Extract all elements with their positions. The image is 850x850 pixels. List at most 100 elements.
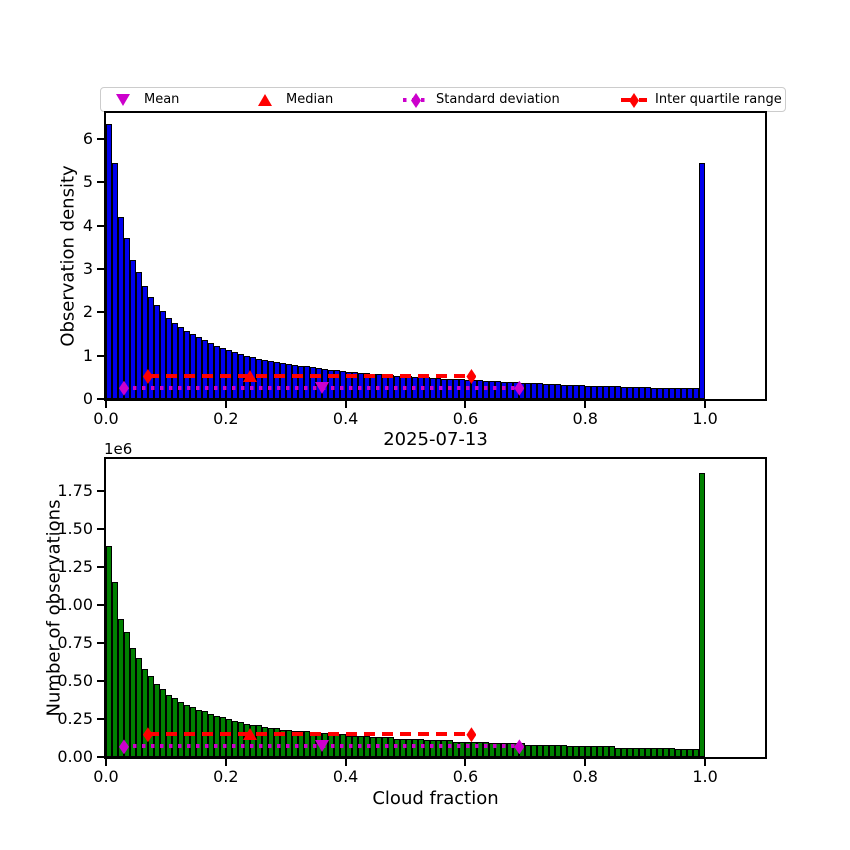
- histogram-bar: [465, 742, 471, 757]
- histogram-bar: [436, 740, 441, 757]
- histogram-bar: [118, 217, 124, 399]
- histogram-bar: [579, 385, 585, 399]
- iqr-right-diamond-icon: [466, 369, 477, 385]
- x-tick-label: 0.0: [93, 409, 119, 428]
- histogram-bar: [220, 717, 226, 757]
- y-tick-label: 0.75: [57, 632, 93, 652]
- median-legend-marker-icon: [258, 94, 272, 106]
- histogram-bar: [543, 745, 549, 757]
- histogram-bar: [447, 740, 453, 757]
- x-tick-label: 0.6: [452, 409, 479, 428]
- histogram-bar: [178, 702, 184, 757]
- x-axis-label-cloud-fraction: Cloud fraction: [372, 788, 499, 809]
- histogram-bar: [621, 387, 627, 399]
- histogram-bar: [352, 372, 358, 399]
- histogram-bar: [130, 648, 136, 757]
- histogram-bar: [621, 748, 627, 757]
- histogram-bar: [172, 698, 178, 757]
- x-tick-label: 0.4: [332, 767, 359, 786]
- std-deviation-left-diamond-icon: [118, 380, 129, 396]
- histogram-bar: [507, 743, 513, 757]
- histogram-bar: [148, 297, 154, 399]
- iqr-left-diamond-icon: [142, 727, 153, 743]
- mean-marker-icon: [314, 381, 329, 394]
- y-tick: [97, 565, 104, 568]
- histogram-bar: [459, 742, 465, 757]
- histogram-bar: [268, 728, 274, 757]
- histogram-bar: [579, 746, 585, 757]
- histogram-bar: [268, 361, 274, 399]
- histogram-bar: [561, 385, 567, 399]
- histogram-bar: [136, 272, 142, 399]
- standard-deviation-legend-marker-icon: [411, 93, 421, 108]
- histogram-bar: [220, 348, 226, 399]
- legend-label-inter-quartile-range: Inter quartile range: [655, 92, 782, 107]
- histogram-bar: [615, 748, 621, 757]
- x-tick: [704, 401, 707, 408]
- histogram-bar: [244, 724, 250, 757]
- histogram-bar: [489, 743, 495, 757]
- histogram-bar: [190, 334, 196, 399]
- histogram-bar: [471, 742, 477, 757]
- histogram-bar: [424, 740, 430, 757]
- histogram-bar: [537, 745, 543, 757]
- histogram-bar: [687, 749, 693, 757]
- histogram-bar: [453, 742, 459, 757]
- y-tick-label: 5: [82, 172, 93, 192]
- histogram-bar: [298, 731, 304, 757]
- x-tick-label: 0.8: [572, 409, 598, 428]
- histogram-bar: [675, 749, 681, 757]
- y-tick-label: 4: [82, 215, 93, 235]
- histogram-bar: [483, 381, 489, 399]
- histogram-bar: [112, 163, 118, 399]
- y-tick-label: 1.75: [57, 480, 93, 500]
- y-tick-label: 0.50: [57, 670, 93, 690]
- histogram-bar: [525, 745, 531, 757]
- histogram-bar: [184, 705, 190, 757]
- histogram-bar: [262, 727, 268, 757]
- histogram-bar: [250, 725, 256, 757]
- x-tick: [584, 401, 587, 408]
- y-tick-label: 1.25: [57, 556, 93, 576]
- x-tick: [224, 401, 227, 408]
- histogram-bar: [627, 387, 633, 399]
- histogram-bar: [340, 371, 346, 399]
- histogram-bar: [280, 363, 286, 399]
- histogram-bar: [292, 731, 298, 757]
- histogram-bar: [286, 364, 292, 399]
- histogram-bar: [166, 318, 172, 399]
- histogram-bar: [106, 124, 112, 399]
- histogram-bar: [184, 331, 190, 399]
- x-tick: [344, 759, 347, 766]
- histogram-bar: [573, 746, 579, 757]
- histogram-bar: [507, 382, 513, 399]
- histogram-bar: [280, 730, 286, 757]
- histogram-bar: [112, 582, 118, 757]
- histogram-bar: [681, 388, 687, 399]
- histogram-bar: [663, 748, 669, 757]
- histogram-bar: [154, 305, 160, 399]
- histogram-bar: [142, 669, 148, 757]
- chart-title: 2025-07-13: [383, 429, 488, 450]
- histogram-bar: [549, 745, 555, 757]
- histogram-bar: [202, 340, 208, 399]
- y-tick-label: 0: [82, 389, 93, 408]
- y-tick-label: 0.00: [57, 747, 93, 766]
- x-tick-label: 0.4: [332, 409, 359, 428]
- histogram-bar: [148, 676, 154, 757]
- legend-label-standard-deviation: Standard deviation: [436, 92, 560, 107]
- histogram-bar: [124, 632, 130, 757]
- histogram-bar: [334, 370, 340, 399]
- histogram-bar: [106, 546, 112, 757]
- histogram-bar: [603, 746, 609, 757]
- histogram-bar: [681, 749, 687, 757]
- y-axis-offset-label: 1e6: [104, 440, 133, 458]
- x-tick-label: 0.8: [572, 767, 598, 786]
- histogram-bar: [495, 381, 501, 399]
- histogram-bar: [615, 386, 621, 399]
- histogram-bar: [609, 746, 615, 757]
- y-tick: [97, 641, 104, 644]
- x-tick-label: 1.0: [692, 767, 718, 786]
- histogram-bar: [651, 388, 657, 399]
- legend: Mean Median Standard deviation Inter quarti…: [100, 87, 786, 112]
